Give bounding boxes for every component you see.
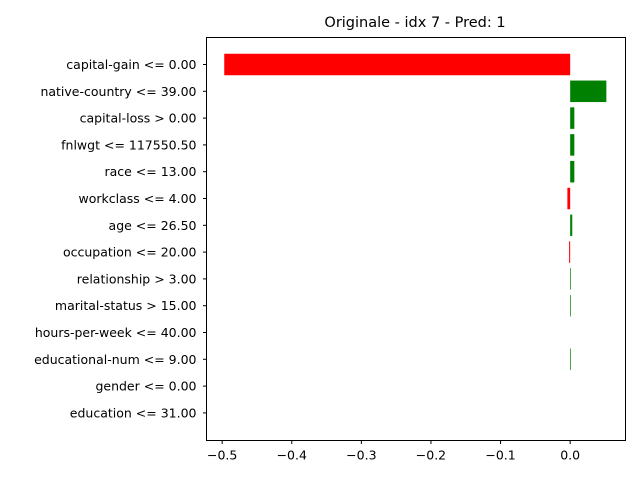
bar bbox=[570, 160, 575, 183]
y-tick-label: gender <= 0.00 bbox=[95, 379, 196, 394]
bar bbox=[570, 107, 575, 129]
bar bbox=[569, 241, 571, 263]
bar bbox=[570, 294, 571, 317]
y-tick-label: capital-gain <= 0.00 bbox=[66, 57, 196, 72]
y-tick-label: hours-per-week <= 40.00 bbox=[35, 325, 197, 340]
y-tick-label: capital-loss > 0.00 bbox=[80, 111, 197, 126]
x-tick-label: −0.1 bbox=[485, 448, 515, 463]
chart-title: Originale - idx 7 - Pred: 1 bbox=[324, 15, 505, 31]
bars-layer bbox=[224, 53, 607, 371]
bar bbox=[570, 80, 607, 103]
y-tick-label: relationship > 3.00 bbox=[77, 271, 197, 286]
plot-frame bbox=[206, 37, 626, 441]
y-tick-label: marital-status > 15.00 bbox=[55, 298, 197, 313]
bar bbox=[567, 187, 571, 210]
y-tick-label: native-country <= 39.00 bbox=[40, 84, 196, 99]
bar bbox=[570, 214, 573, 237]
y-tick-label: education <= 31.00 bbox=[70, 405, 197, 420]
y-tick-label: occupation <= 20.00 bbox=[63, 245, 197, 260]
x-tick-label: 0.0 bbox=[560, 448, 580, 463]
x-tick-label: −0.3 bbox=[346, 448, 376, 463]
x-tick-label: −0.4 bbox=[277, 448, 307, 463]
y-tick-label: workclass <= 4.00 bbox=[78, 191, 196, 206]
y-tick-label: race <= 13.00 bbox=[104, 164, 196, 179]
bar bbox=[570, 134, 575, 156]
y-tick-label: age <= 26.50 bbox=[109, 218, 197, 233]
x-tick-label: −0.2 bbox=[416, 448, 446, 463]
x-axis: −0.5 −0.4 −0.3 −0.2 −0.1 0.0 bbox=[207, 440, 580, 463]
bar bbox=[570, 268, 571, 290]
y-tick-labels: capital-gain <= 0.00 native-country <= 39… bbox=[34, 57, 207, 420]
x-tick-label: −0.5 bbox=[207, 448, 237, 463]
bar bbox=[570, 348, 571, 371]
bar bbox=[224, 53, 571, 76]
y-tick-label: educational-num <= 9.00 bbox=[34, 352, 196, 367]
y-tick-label: fnlwgt <= 117550.50 bbox=[61, 137, 196, 152]
